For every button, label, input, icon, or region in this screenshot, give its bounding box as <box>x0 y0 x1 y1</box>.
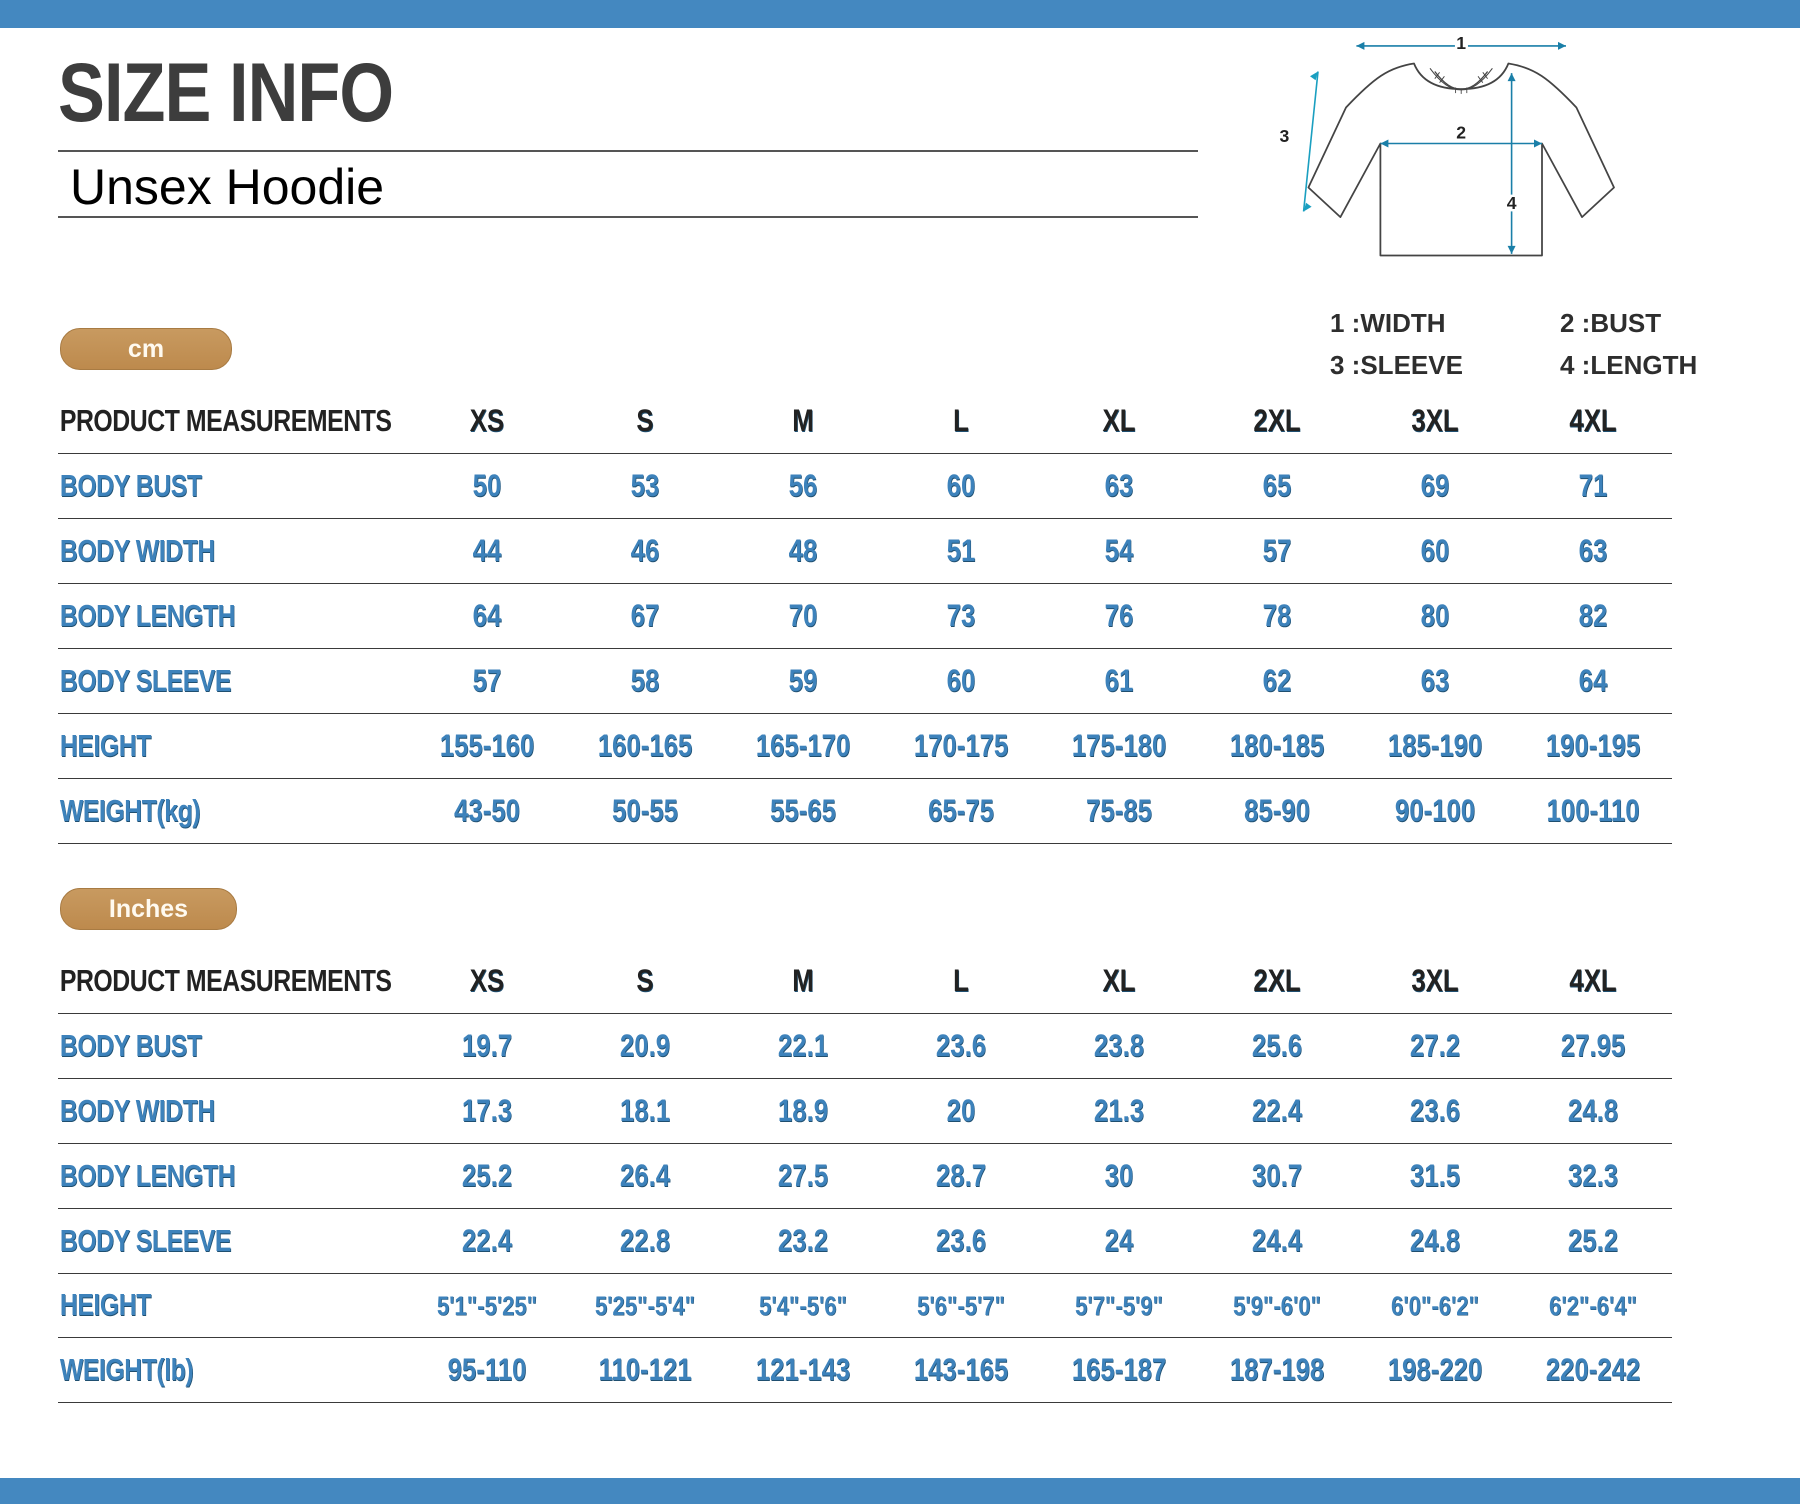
svg-text:1: 1 <box>1456 33 1466 53</box>
svg-text:4: 4 <box>1507 193 1517 213</box>
svg-text:3: 3 <box>1280 126 1290 146</box>
svg-text:2: 2 <box>1456 123 1466 143</box>
